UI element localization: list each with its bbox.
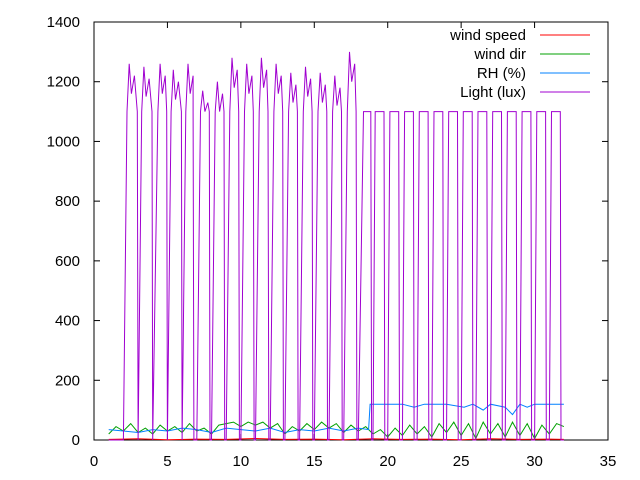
x-tick-label-6: 30 (526, 453, 543, 470)
y-tick-label-2: 400 (55, 313, 80, 330)
y-tick-label-5: 1000 (47, 133, 80, 150)
plot-border (93, 21, 609, 441)
series-line-2 (108, 403, 564, 434)
y-tick-label-6: 1200 (47, 74, 80, 91)
axis-ticks: 0 5 10 15 20 25 30 35 0 200 400 600 800 1000 1200 1400 (47, 14, 617, 470)
y-tick-label-1: 200 (55, 372, 80, 389)
legend-label-1: wind dir (473, 46, 526, 63)
y-tick-label-3: 600 (55, 253, 80, 270)
legend-label-0: wind speed (449, 27, 526, 44)
legend: wind speed wind dir RH (%) Light (lux) (449, 27, 590, 101)
y-tick-label-7: 1400 (47, 14, 80, 31)
x-tick-label-2: 10 (233, 453, 250, 470)
legend-label-3: Light (lux) (460, 84, 526, 101)
y-tick-label-4: 800 (55, 193, 80, 210)
x-tick-label-0: 0 (90, 453, 98, 470)
x-tick-label-7: 35 (600, 453, 617, 470)
x-tick-label-1: 5 (163, 453, 171, 470)
x-tick-label-4: 20 (379, 453, 396, 470)
plot-frame (93, 21, 609, 441)
x-tick-label-5: 25 (453, 453, 470, 470)
series-line-1 (108, 421, 565, 440)
series-lines (108, 51, 565, 441)
x-tick-label-3: 15 (306, 453, 323, 470)
y-tick-label-0: 0 (72, 432, 80, 449)
legend-label-2: RH (%) (477, 65, 526, 82)
series-line-3 (108, 51, 564, 441)
